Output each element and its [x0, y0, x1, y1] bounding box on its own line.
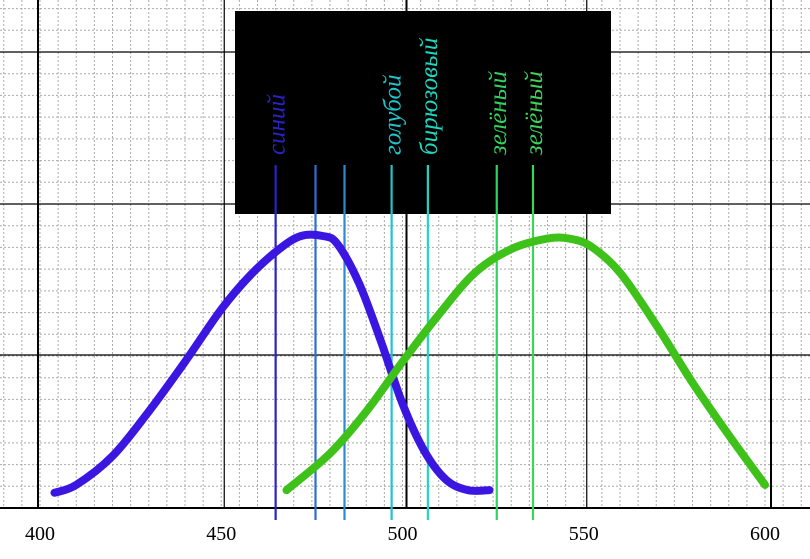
wavelength-marker-label: зелёный: [521, 70, 548, 156]
x-tick-label: 550: [569, 523, 599, 545]
x-tick-label: 400: [25, 523, 55, 545]
green-sensitivity-curve: [282, 233, 769, 495]
wavelength-marker-label: бирюзовый: [416, 37, 443, 155]
wavelength-markers: синий голубой бирюзовый зелёный зелёный: [264, 37, 548, 520]
wavelength-marker-label: зелёный: [485, 70, 512, 156]
curves: [50, 230, 769, 497]
x-tick-label: 450: [206, 523, 236, 545]
x-tick-labels: 400 450 500 550 600: [25, 523, 780, 545]
wavelength-marker-label: синий: [264, 94, 291, 155]
blue-sensitivity-curve: [50, 230, 494, 497]
x-tick-label: 500: [388, 523, 418, 545]
wavelength-marker-label: голубой: [380, 74, 407, 155]
label-panel: [235, 11, 611, 214]
x-tick-label: 600: [750, 523, 780, 545]
